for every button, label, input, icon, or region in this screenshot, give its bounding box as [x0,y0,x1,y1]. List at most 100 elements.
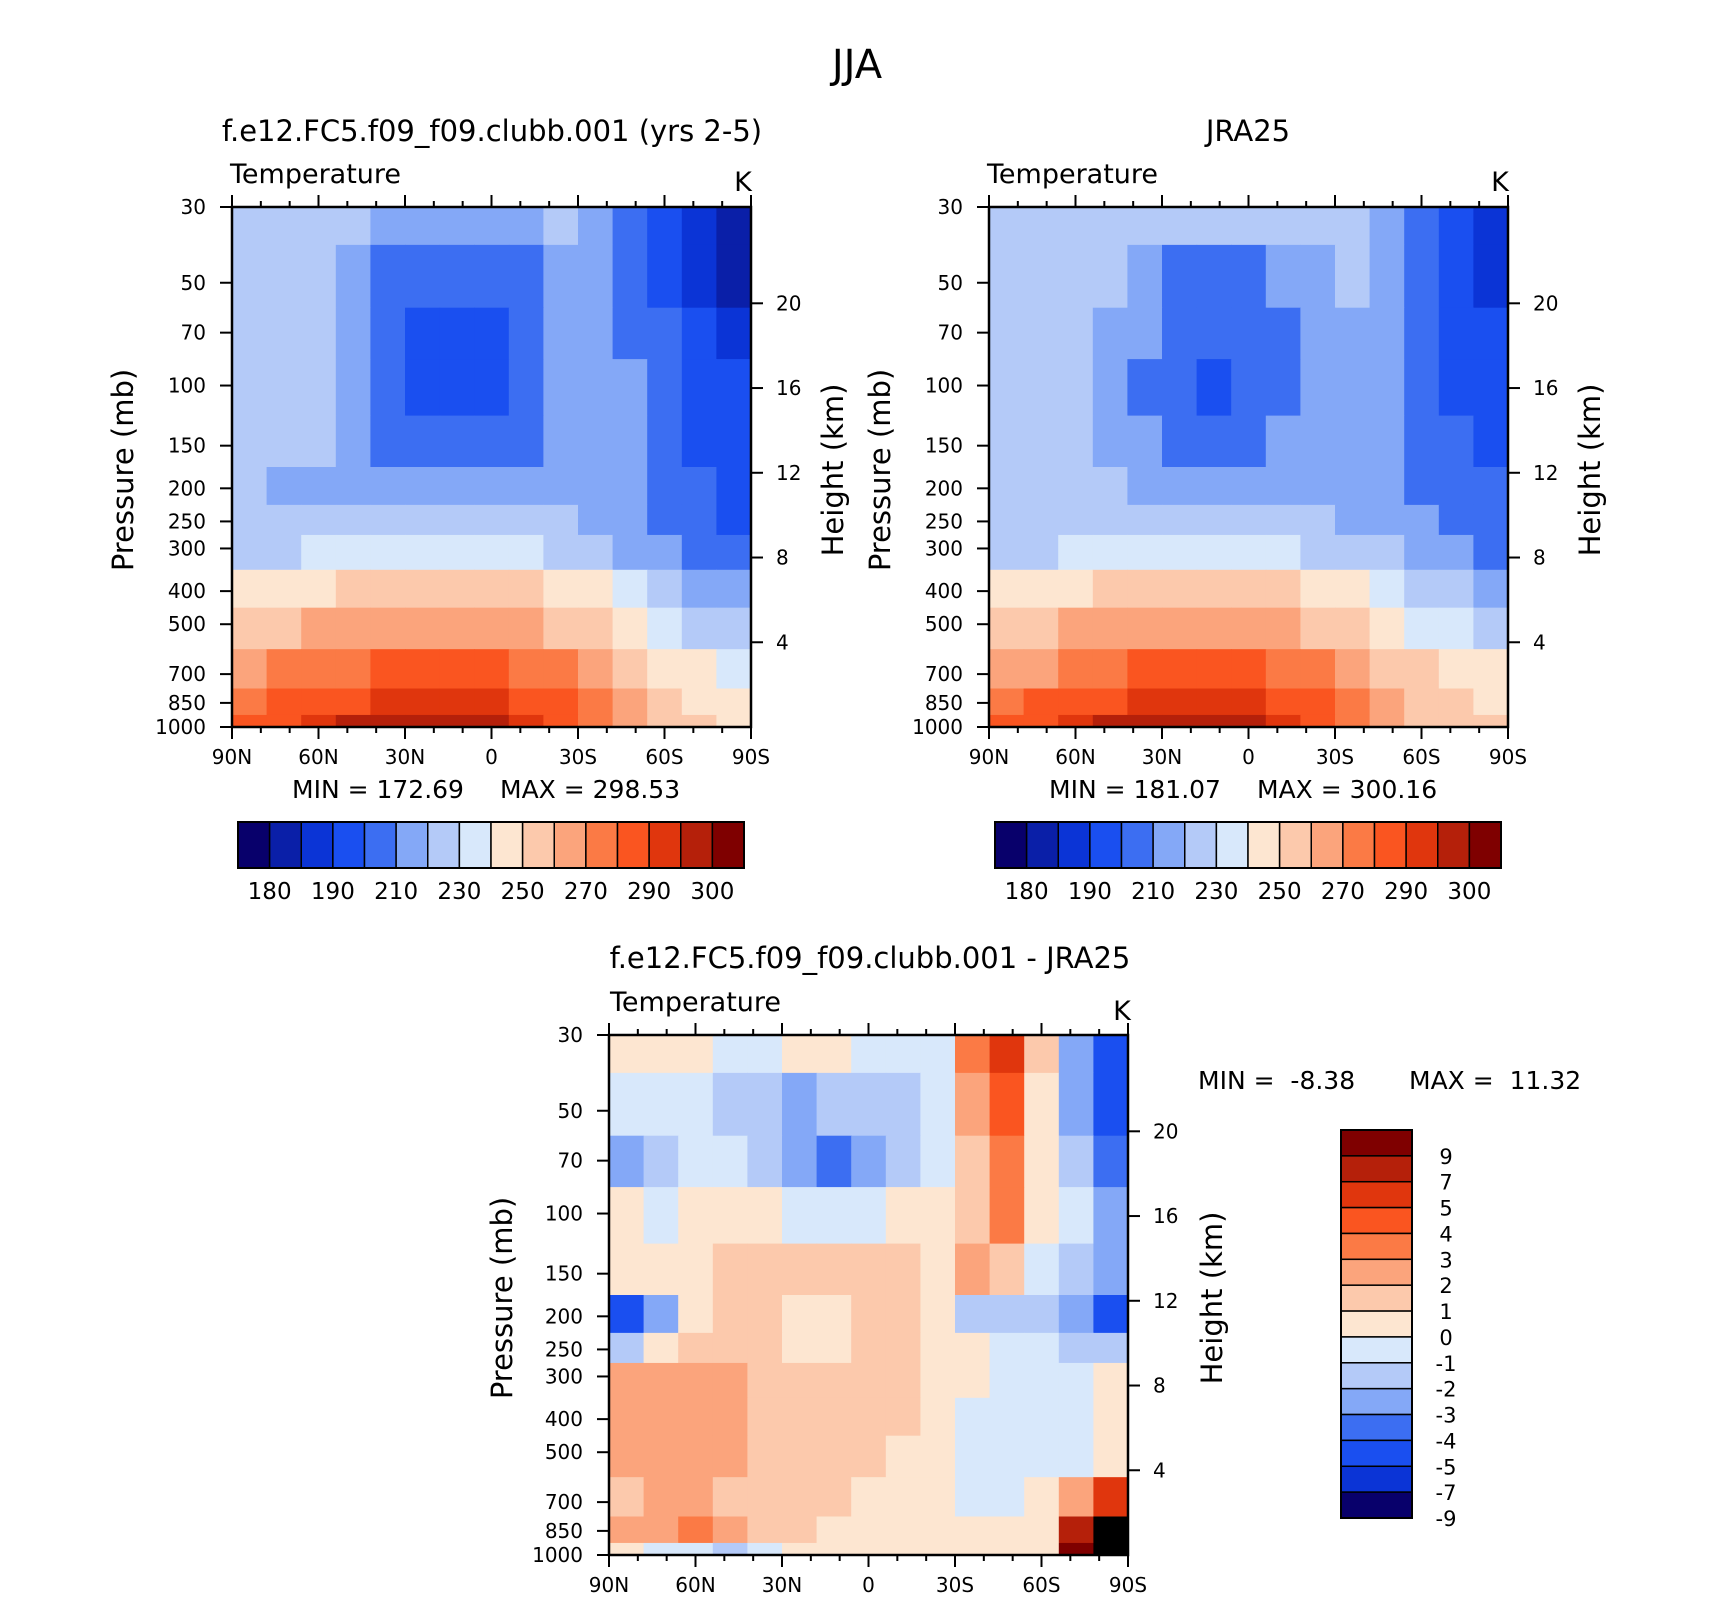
cell-obs-0-8 [1265,207,1301,246]
cell-obs-10-7 [1231,649,1267,690]
cell-obs-9-11 [1369,607,1405,650]
cell-obs-1-9 [1300,244,1336,309]
cell-diff-10-9 [920,1477,956,1518]
cell-obs-2-3 [1092,307,1128,360]
cell-diff-2-10 [955,1135,991,1188]
cell-obs-3-5 [1162,359,1198,417]
cell-model-2-8 [508,307,544,360]
cell-model-5-11 [612,467,648,506]
cell-model-12-1 [266,714,302,728]
cell-diff-4-11 [989,1243,1025,1296]
colorbar-label: 210 [374,879,418,905]
y-tick-label: 850 [545,1519,583,1543]
colorbar-box [1340,1180,1413,1209]
cell-model-12-3 [335,714,371,728]
colorbar-box [1340,1387,1413,1416]
cell-diff-2-6 [816,1135,852,1188]
cell-diff-10-12 [1024,1477,1060,1518]
cell-model-7-12 [647,534,683,571]
cell-model-2-2 [301,307,337,360]
cell-diff-2-0 [609,1135,645,1188]
cell-obs-10-6 [1196,649,1232,690]
y-tick-label: 70 [558,1149,583,1173]
colorbar-box [300,821,334,869]
colorbar-box [1340,1465,1413,1493]
cell-model-11-12 [647,688,683,716]
cell-diff-6-13 [1058,1332,1094,1364]
cell-diff-8-2 [678,1397,714,1437]
cell-diff-4-4 [747,1243,783,1296]
cell-model-4-0 [232,415,268,468]
cell-model-10-0 [232,649,268,690]
cell-diff-6-5 [782,1332,818,1364]
cell-model-2-6 [439,307,475,360]
cell-diff-9-5 [782,1435,818,1478]
y2-tick-label: 20 [776,291,801,315]
colorbar-box [1405,821,1439,869]
cell-diff-0-9 [920,1035,956,1074]
colorbar-box [1437,821,1471,869]
colorbar-box [1342,821,1376,869]
cell-model-8-4 [370,569,406,609]
colorbar-label: -1 [1436,1352,1457,1376]
colorbar-label: 7 [1439,1171,1452,1195]
cell-diff-11-4 [747,1516,783,1544]
cell-model-3-4 [370,359,406,417]
cell-model-3-11 [612,359,648,417]
cell-diff-12-10 [955,1542,991,1556]
cell-obs-11-4 [1127,688,1163,716]
colorbar-label: 4 [1439,1222,1452,1246]
cell-model-9-0 [232,607,268,650]
y2-tick-label: 4 [776,630,789,654]
cell-model-4-14 [716,415,752,468]
cell-model-5-10 [578,467,614,506]
cell-obs-10-3 [1092,649,1128,690]
colorbar-box [521,821,556,869]
cell-diff-9-7 [851,1435,887,1478]
colorbar-label: 230 [437,879,481,905]
cell-model-7-11 [612,534,648,571]
cell-model-7-3 [335,534,371,571]
cell-obs-1-12 [1404,244,1440,309]
cell-diff-9-2 [678,1435,714,1478]
cell-model-4-5 [405,415,441,468]
cell-diff-5-10 [955,1295,991,1334]
cell-model-7-8 [508,534,544,571]
cell-obs-12-3 [1092,714,1128,728]
cell-obs-8-5 [1162,569,1198,609]
y-tick-label: 500 [925,612,963,636]
cell-model-3-1 [266,359,302,417]
cell-model-7-10 [578,534,614,571]
cell-obs-6-12 [1404,504,1440,536]
cell-obs-12-6 [1196,714,1232,728]
panel-obs: 180 190 210 230 250 270 290 300JRA25Temperature… [863,114,1607,905]
cell-obs-0-2 [1058,207,1094,246]
cell-obs-6-2 [1058,504,1094,536]
cell-diff-5-7 [851,1295,887,1334]
cell-diff-7-3 [712,1362,748,1399]
cell-obs-1-8 [1265,244,1301,309]
cell-obs-0-11 [1369,207,1405,246]
cell-diff-8-14 [1093,1397,1129,1437]
colorbar-box [585,821,619,869]
units-label-model: K [734,167,753,198]
cell-diff-1-9 [920,1072,956,1137]
cell-obs-5-4 [1127,467,1163,506]
max-label-model: MAX = 298.53 [500,775,680,804]
cell-model-12-5 [405,714,441,728]
cell-diff-10-3 [712,1477,748,1518]
cell-diff-12-4 [747,1542,783,1556]
y-tick-label: 30 [181,195,206,219]
cell-model-6-0 [232,504,268,536]
cell-obs-11-14 [1473,688,1509,716]
cell-obs-12-2 [1058,714,1094,728]
cell-obs-3-10 [1335,359,1371,417]
x-tick-label: 0 [1242,745,1255,769]
cell-model-6-13 [681,504,717,536]
cell-obs-1-11 [1369,244,1405,309]
cell-diff-2-11 [989,1135,1025,1188]
cell-diff-4-12 [1024,1243,1060,1296]
cell-obs-11-0 [989,688,1025,716]
cell-obs-7-2 [1058,534,1094,571]
cell-obs-9-3 [1092,607,1128,650]
